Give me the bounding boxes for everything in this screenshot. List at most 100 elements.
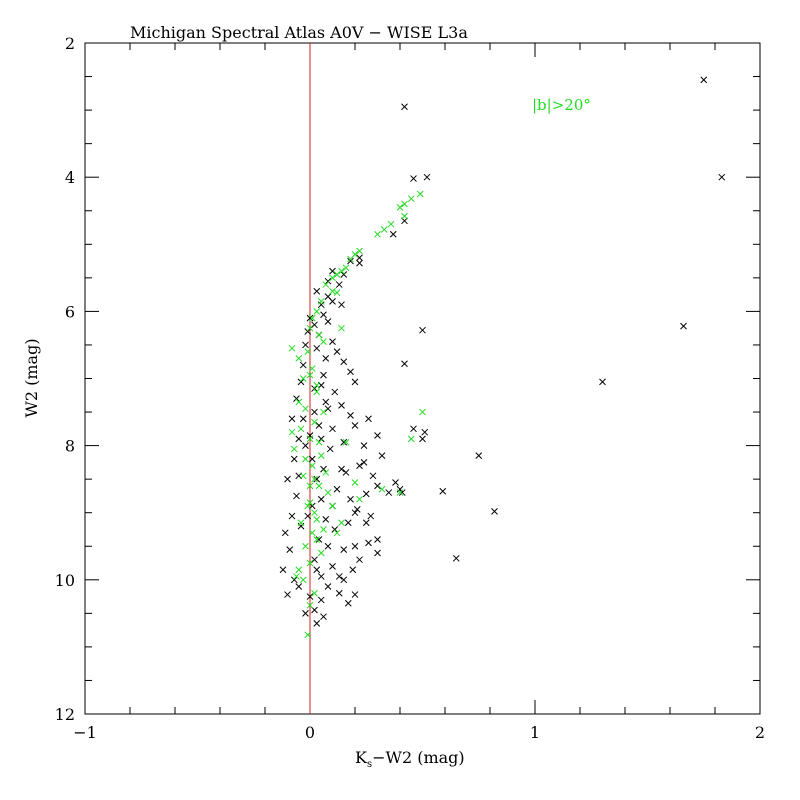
- data-point-green: [308, 529, 316, 537]
- data-point-black: [419, 326, 426, 334]
- data-point-green: [324, 489, 332, 496]
- data-point-green: [315, 438, 323, 446]
- data-point-black: [295, 583, 303, 590]
- data-point-black: [356, 259, 363, 267]
- data-point-black: [279, 566, 287, 574]
- data-point-black: [288, 512, 296, 520]
- data-point-green: [306, 371, 314, 379]
- data-point-black: [288, 415, 296, 423]
- data-point-black: [313, 344, 321, 352]
- data-point-black: [378, 452, 386, 460]
- data-point-green: [308, 462, 316, 470]
- data-point-green: [329, 502, 336, 510]
- data-point-black: [331, 526, 339, 533]
- data-point-black: [302, 442, 309, 449]
- chart-title: Michigan Spectral Atlas A0V − WISE L3a: [130, 23, 468, 42]
- data-point-black: [338, 401, 345, 409]
- data-point-black: [419, 435, 426, 443]
- data-point-black: [347, 257, 354, 265]
- data-point-green: [313, 516, 321, 523]
- data-point-green: [338, 267, 345, 275]
- y-tick-label: 4: [65, 168, 75, 187]
- data-point-black: [374, 549, 381, 557]
- data-point-black: [340, 576, 348, 584]
- data-point-black: [351, 422, 359, 429]
- data-point-green: [304, 348, 312, 356]
- data-point-black: [284, 475, 291, 483]
- data-point-green: [329, 274, 336, 282]
- data-point-black: [293, 492, 300, 500]
- data-point-black: [320, 613, 327, 621]
- x-axis-label-main: K: [355, 748, 368, 767]
- data-point-black: [324, 405, 332, 413]
- data-point-black: [398, 489, 406, 496]
- data-point-black: [369, 472, 377, 480]
- data-point-green: [306, 435, 314, 443]
- x-tick-label: −1: [73, 723, 97, 742]
- y-tick-label: 12: [55, 705, 75, 724]
- data-point-black: [347, 495, 354, 503]
- data-point-black: [439, 487, 447, 495]
- data-point-black: [396, 485, 404, 493]
- data-point-green: [322, 469, 330, 476]
- data-point-green: [290, 445, 298, 453]
- data-point-green: [315, 331, 323, 339]
- data-point-green: [401, 212, 408, 220]
- data-point-green: [306, 482, 314, 490]
- data-point-black: [302, 341, 309, 349]
- data-point-black: [423, 173, 431, 181]
- data-point-green: [347, 255, 354, 263]
- data-point-green: [419, 408, 426, 416]
- data-point-black: [333, 348, 341, 356]
- data-point-black: [315, 422, 323, 429]
- data-point-green: [322, 281, 330, 288]
- data-point-black: [401, 360, 408, 368]
- data-point-green: [380, 226, 388, 233]
- data-point-black: [290, 576, 298, 584]
- data-point-black: [335, 281, 343, 288]
- data-point-black: [293, 395, 300, 402]
- data-point-black: [299, 361, 307, 369]
- data-point-green: [407, 195, 415, 203]
- data-point-black: [340, 271, 348, 278]
- data-point-black: [335, 589, 343, 597]
- data-point-black: [304, 328, 312, 335]
- data-point-black: [281, 529, 289, 537]
- data-point-green: [302, 455, 309, 463]
- plot-frame: [84, 42, 761, 715]
- data-point-black: [317, 495, 325, 503]
- data-point-black: [317, 435, 325, 443]
- data-point-green: [416, 190, 424, 198]
- data-points: [279, 76, 726, 639]
- data-point-green: [378, 485, 386, 493]
- data-point-black: [317, 573, 325, 580]
- data-point-black: [315, 536, 323, 543]
- data-point-green: [299, 576, 307, 584]
- data-point-green: [304, 502, 312, 510]
- data-point-green: [306, 601, 314, 609]
- data-point-green: [306, 499, 314, 506]
- data-point-green: [293, 573, 300, 580]
- data-point-black: [342, 469, 350, 476]
- axis-ticks: [84, 42, 761, 715]
- data-point-black: [329, 267, 336, 275]
- data-point-black: [718, 173, 726, 181]
- x-axis-label: Ks−W2 (mag): [355, 748, 465, 770]
- data-point-green: [313, 536, 321, 543]
- data-point-black: [304, 512, 312, 520]
- data-point-green: [351, 479, 359, 486]
- data-point-green: [333, 529, 341, 537]
- data-point-black: [308, 455, 316, 463]
- data-point-black: [360, 442, 368, 449]
- data-point-black: [347, 368, 354, 376]
- data-point-green: [304, 631, 312, 639]
- data-point-black: [311, 556, 318, 564]
- data-point-black: [410, 425, 417, 433]
- x-tick-label: 1: [530, 723, 540, 742]
- data-point-green: [396, 489, 404, 496]
- data-point-black: [353, 505, 361, 513]
- data-point-black: [322, 516, 330, 523]
- y-tick-label: 8: [65, 437, 75, 456]
- data-point-black: [299, 415, 307, 423]
- data-point-black: [322, 355, 330, 362]
